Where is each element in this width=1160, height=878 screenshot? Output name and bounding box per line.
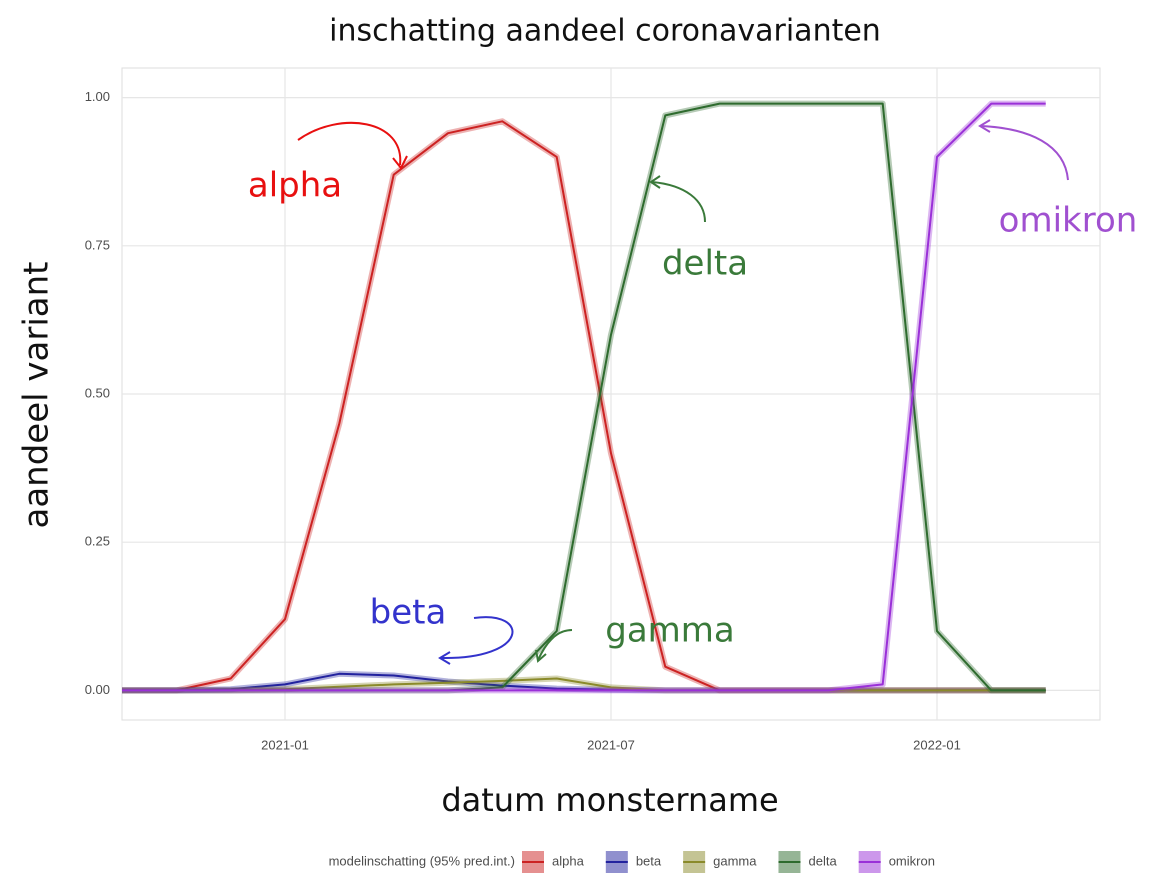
x-tick-label: 2021-07	[587, 737, 635, 752]
legend-label: delta	[808, 853, 837, 868]
x-tick-label: 2021-01	[261, 737, 309, 752]
legend-title: modelinschatting (95% pred.int.)	[329, 853, 515, 868]
annotation: omikron	[999, 201, 1138, 241]
y-tick-label: 0.00	[85, 682, 110, 697]
legend-label: alpha	[552, 853, 585, 868]
annotation: delta	[662, 244, 748, 284]
lines	[122, 100, 1046, 694]
annotation: beta	[370, 593, 447, 633]
arrowhead	[649, 175, 661, 189]
legend: modelinschatting (95% pred.int.) alpha be…	[329, 851, 935, 873]
y-axis-label: aandeel variant	[17, 262, 57, 529]
y-tick-label: 0.75	[85, 237, 110, 252]
chart-title: inschatting aandeel coronavarianten	[329, 14, 881, 49]
annotation: alpha	[248, 166, 342, 206]
arrow	[439, 616, 514, 660]
arrow	[297, 121, 402, 166]
series-line	[122, 102, 1046, 692]
legend-label: omikron	[889, 853, 935, 868]
arrowhead	[392, 155, 408, 170]
arrow	[537, 629, 573, 661]
annotations: alpha beta gamma delta omikron	[248, 166, 1137, 651]
arrowhead	[438, 651, 451, 665]
arrowhead	[535, 649, 547, 663]
legend-label: gamma	[713, 853, 757, 868]
x-tick-label: 2022-01	[913, 737, 961, 752]
y-tick-label: 0.50	[85, 385, 110, 400]
arrow	[651, 181, 706, 223]
legend-label: beta	[636, 853, 662, 868]
x-axis-label: datum monstername	[441, 781, 778, 819]
annotation-arrows	[297, 119, 1069, 665]
arrow	[979, 125, 1069, 181]
y-tick-label: 1.00	[85, 89, 110, 104]
arrowhead	[978, 119, 991, 133]
annotation: gamma	[605, 611, 735, 651]
y-tick-label: 0.25	[85, 534, 110, 549]
